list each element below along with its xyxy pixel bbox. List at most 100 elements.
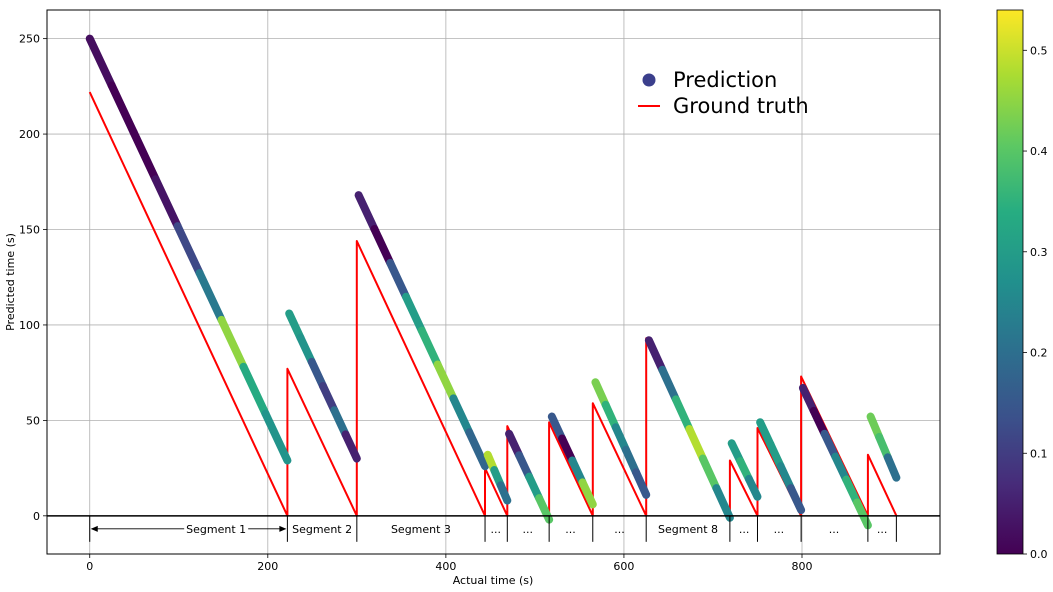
prediction-points [151,175,182,231]
prediction-segment [644,336,734,522]
prediction-points [842,475,862,507]
colorbar-tick-label: 0.1 [1030,447,1048,460]
prediction-segment [547,412,597,509]
prediction-points [756,418,775,449]
prediction-segment [756,418,806,515]
plot-frame [46,9,941,555]
prediction-points [217,315,248,371]
segment-label: Segment 3 [391,523,451,536]
prediction-points [417,326,442,369]
prediction-segment [85,34,292,465]
y-tick-label: 150 [19,224,40,237]
prediction-points [354,191,379,234]
x-tick-label: 400 [435,560,456,573]
legend-ground-truth-label: Ground truth [673,94,809,118]
plot-area [85,34,901,530]
colorbar-ticks: 0.0 0.1 0.2 0.3 0.4 0.5 [1023,44,1048,561]
prediction-points [601,400,620,432]
y-tick-label: 0 [33,510,40,523]
y-tick-label: 100 [19,319,40,332]
colorbar-gradient [996,9,1024,555]
prediction-points [632,468,651,499]
prediction-points [261,409,292,465]
segment-label: ... [829,523,840,536]
x-tick-label: 200 [257,560,278,573]
prediction-points [798,383,818,415]
x-tick-label: 600 [613,560,634,573]
prediction-points [611,423,630,454]
prediction-points [107,81,138,137]
prediction-segment [866,412,901,482]
prediction-points [883,453,901,482]
prediction-points [712,484,734,522]
segment-label: ... [877,523,888,536]
prediction-points [370,225,395,267]
prediction-points [195,268,226,324]
prediction-points [831,452,851,484]
prediction-segment [285,309,361,463]
prediction-points [820,429,840,461]
prediction-segment [727,439,762,501]
prediction-points [285,309,305,342]
prediction-points [319,382,339,415]
x-axis-label: Actual time (s) [453,574,534,587]
prediction-points [496,481,512,505]
prediction-points [307,357,328,391]
segment-label: ... [565,523,576,536]
prediction-segment [591,378,651,499]
legend: Prediction Ground truth [638,68,809,118]
prediction-points [621,445,641,477]
x-axis: 0 200 400 600 800 [86,554,812,573]
segment-label: ... [739,523,750,536]
legend-prediction-label: Prediction [673,68,777,92]
segment-label: Segment 2 [292,523,352,536]
segment-label: Segment 1 [186,523,246,536]
colorbar-tick-label: 0.3 [1030,246,1048,259]
prediction-points [173,222,204,277]
prediction-points [658,365,680,404]
colorbar-tick-label: 0.4 [1030,145,1048,158]
y-tick-label: 200 [19,128,40,141]
segment-arrow-head [90,525,98,532]
prediction-points [129,128,160,184]
prediction-points [568,456,587,487]
y-tick-label: 250 [19,33,40,46]
prediction-segment [483,450,512,505]
prediction-points [386,258,411,301]
prediction-points [578,478,597,509]
prediction-points [558,434,577,465]
ground-truth-line [88,91,898,517]
y-tick-label: 50 [26,414,40,427]
colorbar-tick-label: 0.5 [1030,44,1048,57]
x-tick-label: 0 [86,560,93,573]
segment-label: ... [614,523,625,536]
prediction-points [744,474,762,501]
prediction-points [85,34,116,90]
prediction-points [341,430,361,463]
colorbar-tick-label: 0.0 [1030,548,1048,561]
prediction-points [685,424,707,463]
prediction-points [239,362,270,418]
prediction-points [698,454,721,493]
segment-label: ... [774,523,785,536]
segment-label: ... [523,523,534,536]
prediction-points [809,406,829,438]
prediction-segment [505,429,554,524]
segment-label: Segment 8 [658,523,718,536]
prediction-points [433,360,458,403]
y-axis: 0 50 100 150 200 250 [19,33,47,523]
segment-markers: Segment 1 Segment 2 Segment 3............ S… [47,515,940,542]
prediction-segment [354,191,490,471]
legend-prediction-marker [642,73,656,87]
prediction-points [766,440,785,471]
colorbar: 0.0 0.1 0.2 0.3 0.4 0.5 [996,9,1048,561]
segment-arrow-head [279,525,287,532]
prediction-points [671,395,694,433]
prediction-points [296,333,316,366]
prediction-segment [798,383,872,530]
prediction-points [330,406,350,439]
prediction-points [449,394,474,437]
prediction-points [853,498,872,530]
prediction-points [644,336,667,374]
